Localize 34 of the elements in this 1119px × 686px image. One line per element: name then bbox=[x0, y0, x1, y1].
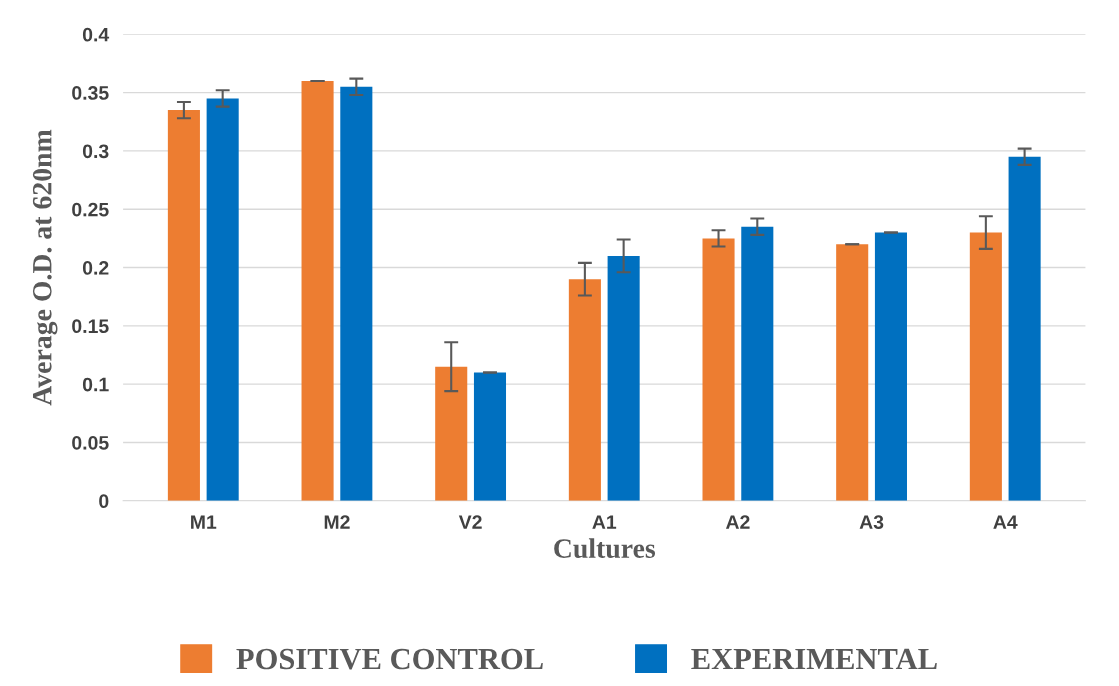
legend-label: EXPERIMENTAL bbox=[691, 648, 937, 670]
bar bbox=[340, 86, 373, 501]
bar bbox=[301, 80, 334, 501]
y-tick-label: 0.3 bbox=[82, 144, 109, 159]
bar bbox=[741, 226, 774, 501]
bar bbox=[167, 110, 200, 501]
y-tick-label: 0.4 bbox=[82, 27, 110, 42]
bar bbox=[473, 372, 507, 501]
bar bbox=[568, 279, 601, 501]
y-tick-label: 0.1 bbox=[82, 377, 109, 392]
y-tick-label: 0.35 bbox=[72, 86, 109, 100]
bar bbox=[1008, 156, 1041, 501]
x-tick-label: A2 bbox=[725, 515, 750, 529]
bar bbox=[206, 98, 239, 501]
x-tick-label: V2 bbox=[458, 515, 482, 529]
y-tick-label: 0.25 bbox=[72, 202, 109, 217]
y-axis-title: Average O.D. at 620nm bbox=[32, 129, 58, 406]
bar bbox=[607, 255, 640, 501]
bar bbox=[836, 244, 869, 501]
x-tick-label: M2 bbox=[324, 515, 350, 529]
bar bbox=[969, 232, 1002, 501]
y-tick-label: 0.15 bbox=[72, 319, 109, 334]
y-tick-label: 0 bbox=[99, 494, 109, 509]
x-tick-label: A1 bbox=[592, 515, 617, 529]
x-tick-label: A3 bbox=[859, 515, 884, 529]
bar bbox=[702, 238, 735, 501]
x-axis-title: Cultures bbox=[554, 538, 656, 558]
x-tick-label: M1 bbox=[191, 515, 217, 529]
bar bbox=[435, 366, 468, 501]
y-tick-label: 0.2 bbox=[82, 261, 109, 275]
legend-label: POSITIVE CONTROL bbox=[236, 648, 543, 670]
x-tick-label: A4 bbox=[993, 515, 1018, 529]
y-tick-label: 0.05 bbox=[72, 435, 109, 450]
bar bbox=[874, 232, 907, 501]
